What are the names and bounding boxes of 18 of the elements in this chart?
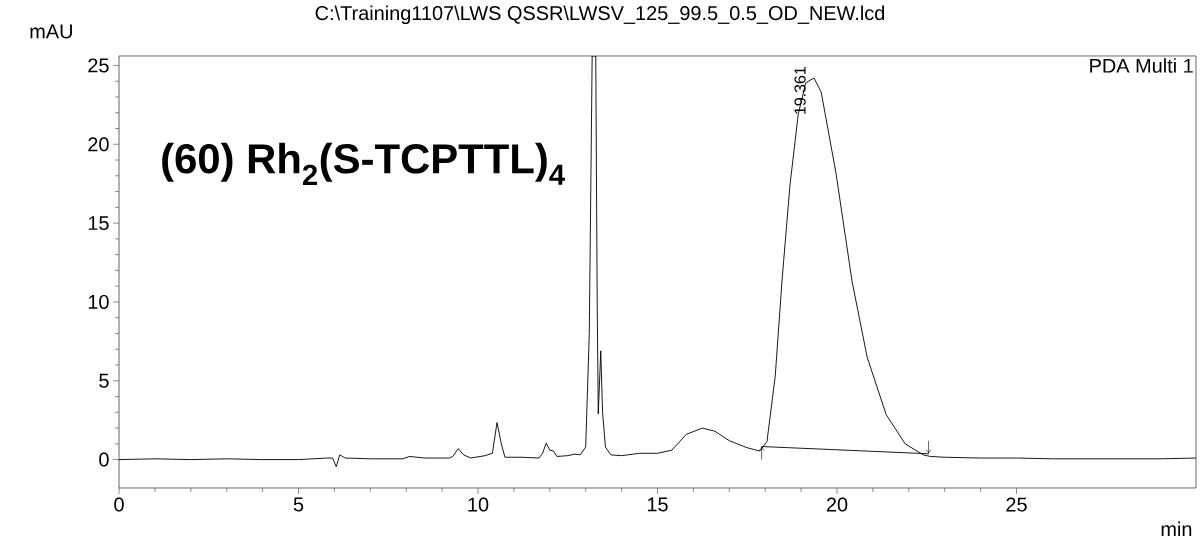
annotation: (60) Rh$_{2}$(S-TCPTTL)$_{4}$ xyxy=(162,142,565,186)
y-tick-label: 10 xyxy=(88,294,109,309)
y-tick-label: 15 xyxy=(88,216,109,231)
x-tick-label: 20 xyxy=(826,497,848,512)
x-tick-label: 0 xyxy=(114,497,124,512)
y-tick-label: 0 xyxy=(99,452,109,467)
annotation: 19.361 xyxy=(794,67,806,114)
y-tick-label: 20 xyxy=(88,137,109,152)
x-tick-label: 15 xyxy=(647,497,668,512)
y-axis-title: mAU xyxy=(30,24,72,39)
x-axis-title: min xyxy=(1161,521,1192,536)
x-tick-label: 25 xyxy=(1006,497,1027,512)
chart-title: C:\Training1107\LWS QSSR\LWSV_125_99.5_0.5_OD_NEW.lcd xyxy=(315,5,885,25)
y-tick-label: 5 xyxy=(99,373,109,388)
annotation: PDA Multi 1 xyxy=(1090,58,1193,73)
x-tick-label: 10 xyxy=(468,497,489,512)
y-tick-label: 25 xyxy=(88,58,109,73)
x-tick-label: 5 xyxy=(293,497,304,512)
